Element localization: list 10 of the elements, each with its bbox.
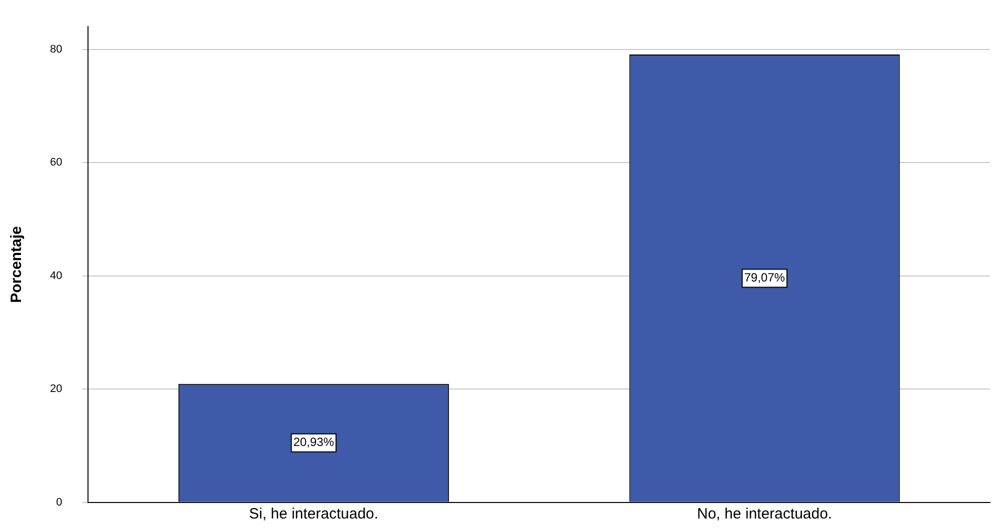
y-tick-label: 60 [50, 156, 62, 169]
y-tick-label: 0 [56, 496, 62, 508]
data-label: 20,93% [293, 435, 334, 450]
x-tick-label: Si, he interactuado. [249, 506, 378, 523]
y-tick-label: 80 [50, 43, 62, 56]
data-label: 79,07% [744, 270, 786, 285]
y-tick-label: 40 [50, 270, 62, 282]
y-tick-label: 20 [50, 383, 62, 396]
y-axis-title: Porcentaje [8, 226, 26, 303]
x-tick-label: No, he interactuado. [697, 506, 832, 523]
